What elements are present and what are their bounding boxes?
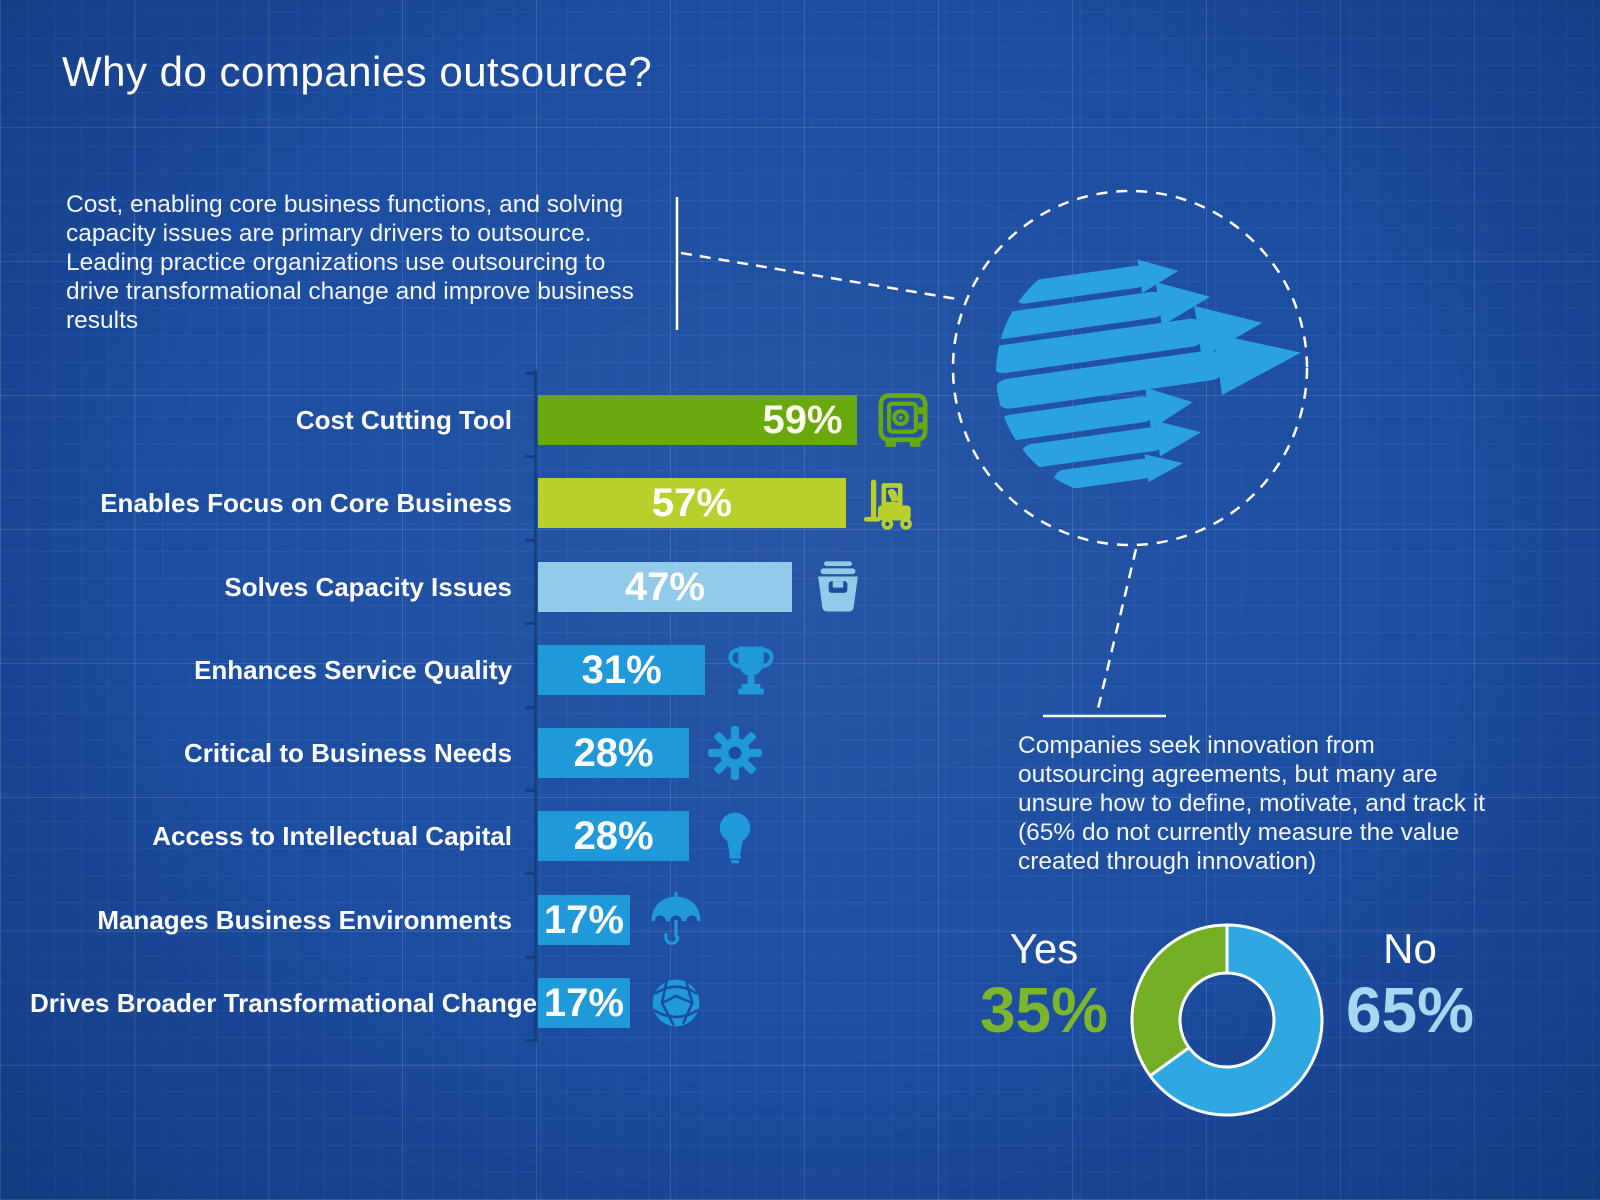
bar-category-label: Drives Broader Transformational Change (30, 988, 538, 1018)
axis-tick (525, 1039, 534, 1043)
bar-category-label: Enhances Service Quality (194, 655, 512, 685)
bar-category-label: Enables Focus on Core Business (100, 488, 512, 518)
bar-value-label: 28% (573, 731, 654, 775)
bar-category-label: Access to Intellectual Capital (152, 821, 512, 851)
donut-legend-no: No 65% (1310, 925, 1510, 1043)
bar-chart-axis (525, 370, 537, 1043)
trophy-icon (723, 642, 779, 698)
intro-text: Cost, enabling core business functions, … (66, 191, 634, 334)
donut-legend-yes: Yes 35% (944, 925, 1144, 1043)
axis-tick (525, 872, 534, 876)
donut-chart (1130, 923, 1324, 1117)
gear-icon (707, 725, 763, 781)
bar-category-label: Critical to Business Needs (184, 738, 512, 768)
axis-tick (525, 789, 534, 792)
bar-value-label: 57% (651, 481, 732, 525)
storage-box-icon (810, 559, 866, 615)
bar-value-label: 17% (543, 898, 624, 942)
bar-row: Cost Cutting Tool 59% (0, 392, 1000, 448)
bar-value-label: 28% (573, 814, 654, 858)
donut-slice-yes (1130, 923, 1229, 1078)
bar-row: Solves Capacity Issues 47% (0, 559, 1000, 615)
bar-value-label: 31% (581, 648, 662, 692)
bar-value-label: 47% (624, 565, 705, 609)
bar: 57% (538, 478, 846, 528)
globe-arrows-icon (984, 259, 1301, 490)
bar: 28% (538, 728, 690, 778)
bar: 47% (538, 562, 792, 612)
axis-tick (525, 372, 534, 375)
bar-category-label: Solves Capacity Issues (224, 572, 512, 602)
page-title: Why do companies outsource? (62, 48, 653, 95)
bar-row: Drives Broader Transformational Change 1… (0, 978, 1000, 1028)
bar-category-label: Manages Business Environments (97, 905, 512, 935)
bar-row: Critical to Business Needs 28% (0, 725, 1000, 781)
network-globe-icon (648, 975, 704, 1031)
axis-tick (525, 622, 534, 626)
yes-percentage: 35% (979, 974, 1109, 1046)
safe-icon (875, 392, 931, 448)
donut-slice-no (1148, 923, 1324, 1117)
lightbulb-icon (707, 808, 763, 864)
no-label: No (1383, 925, 1437, 972)
umbrella-icon (648, 892, 704, 948)
bar-row: Access to Intellectual Capital 28% (0, 808, 1000, 864)
yes-label: Yes (1009, 925, 1079, 972)
innovation-dashed-connector (1095, 548, 1138, 714)
bar-value-label: 17% (543, 981, 624, 1025)
bar: 31% (538, 645, 706, 695)
globe-dashed-circle (951, 189, 1309, 547)
intro-dashed-connector (680, 251, 958, 301)
no-percentage: 65% (1345, 974, 1475, 1046)
bar: 17% (538, 978, 630, 1028)
bar-value-label: 59% (762, 398, 843, 442)
axis-tick (525, 455, 534, 459)
bar-row: Manages Business Environments 17% (0, 892, 1000, 948)
bar-category-label: Cost Cutting Tool (295, 405, 512, 435)
forklift-icon (863, 475, 920, 531)
axis-tick (525, 538, 534, 542)
bar: 28% (538, 811, 690, 861)
bar: 17% (538, 895, 630, 945)
bar: 59% (538, 395, 857, 445)
innovation-text: Companies seek innovation from outsourci… (1018, 732, 1486, 875)
bar-row: Enables Focus on Core Business 57% (0, 475, 1000, 531)
bar-row: Enhances Service Quality 31% (0, 645, 1000, 695)
axis-tick (525, 705, 534, 709)
axis-tick (525, 955, 534, 959)
